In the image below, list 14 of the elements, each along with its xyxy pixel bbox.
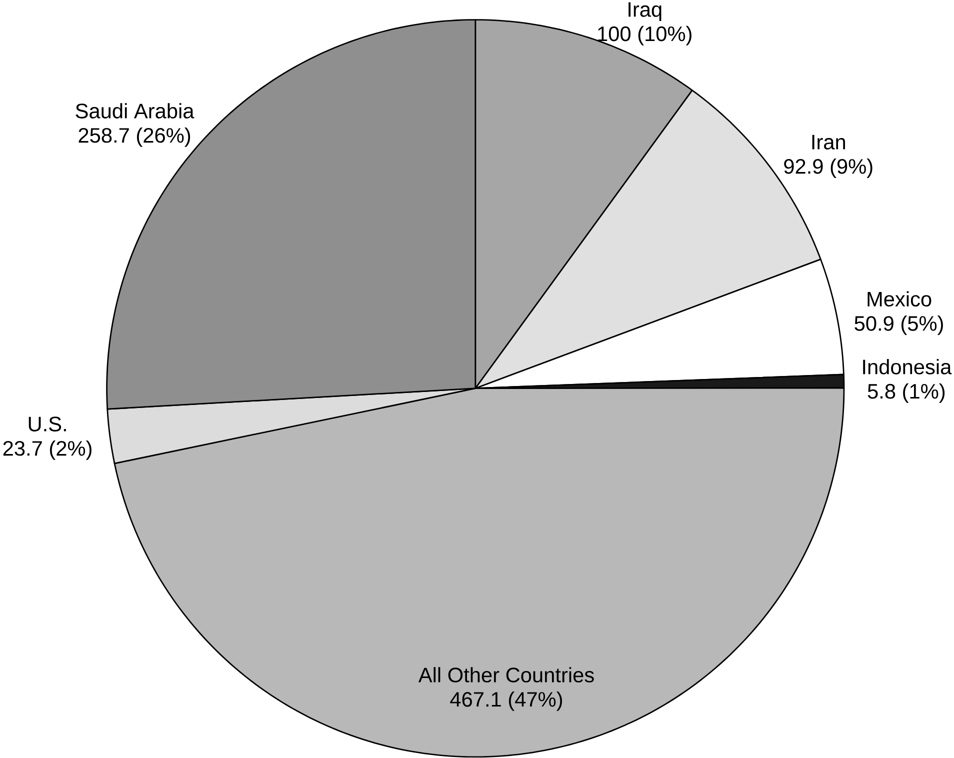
slice-label: All Other Countries [418,667,594,683]
data-label: 100 (10%) [598,26,692,46]
data-label: 92.9 (9%) [784,158,872,178]
slice-label: Indonesia [863,359,952,375]
slice-label: Iran [812,135,846,150]
data-label: 50.9 (5%) [854,316,943,336]
slice-label: Iraq [628,2,662,22]
data-label: 23.7 (2%) [3,440,92,460]
slice-label: Mexico [868,291,932,307]
slice-label: Saudi Arabia [76,103,194,119]
data-label: 258.7 (26%) [78,128,190,148]
data-label: 467.1 (47%) [450,692,562,712]
data-label: 5.8 (1%) [868,384,945,404]
slice-label: U.S. [28,416,66,432]
